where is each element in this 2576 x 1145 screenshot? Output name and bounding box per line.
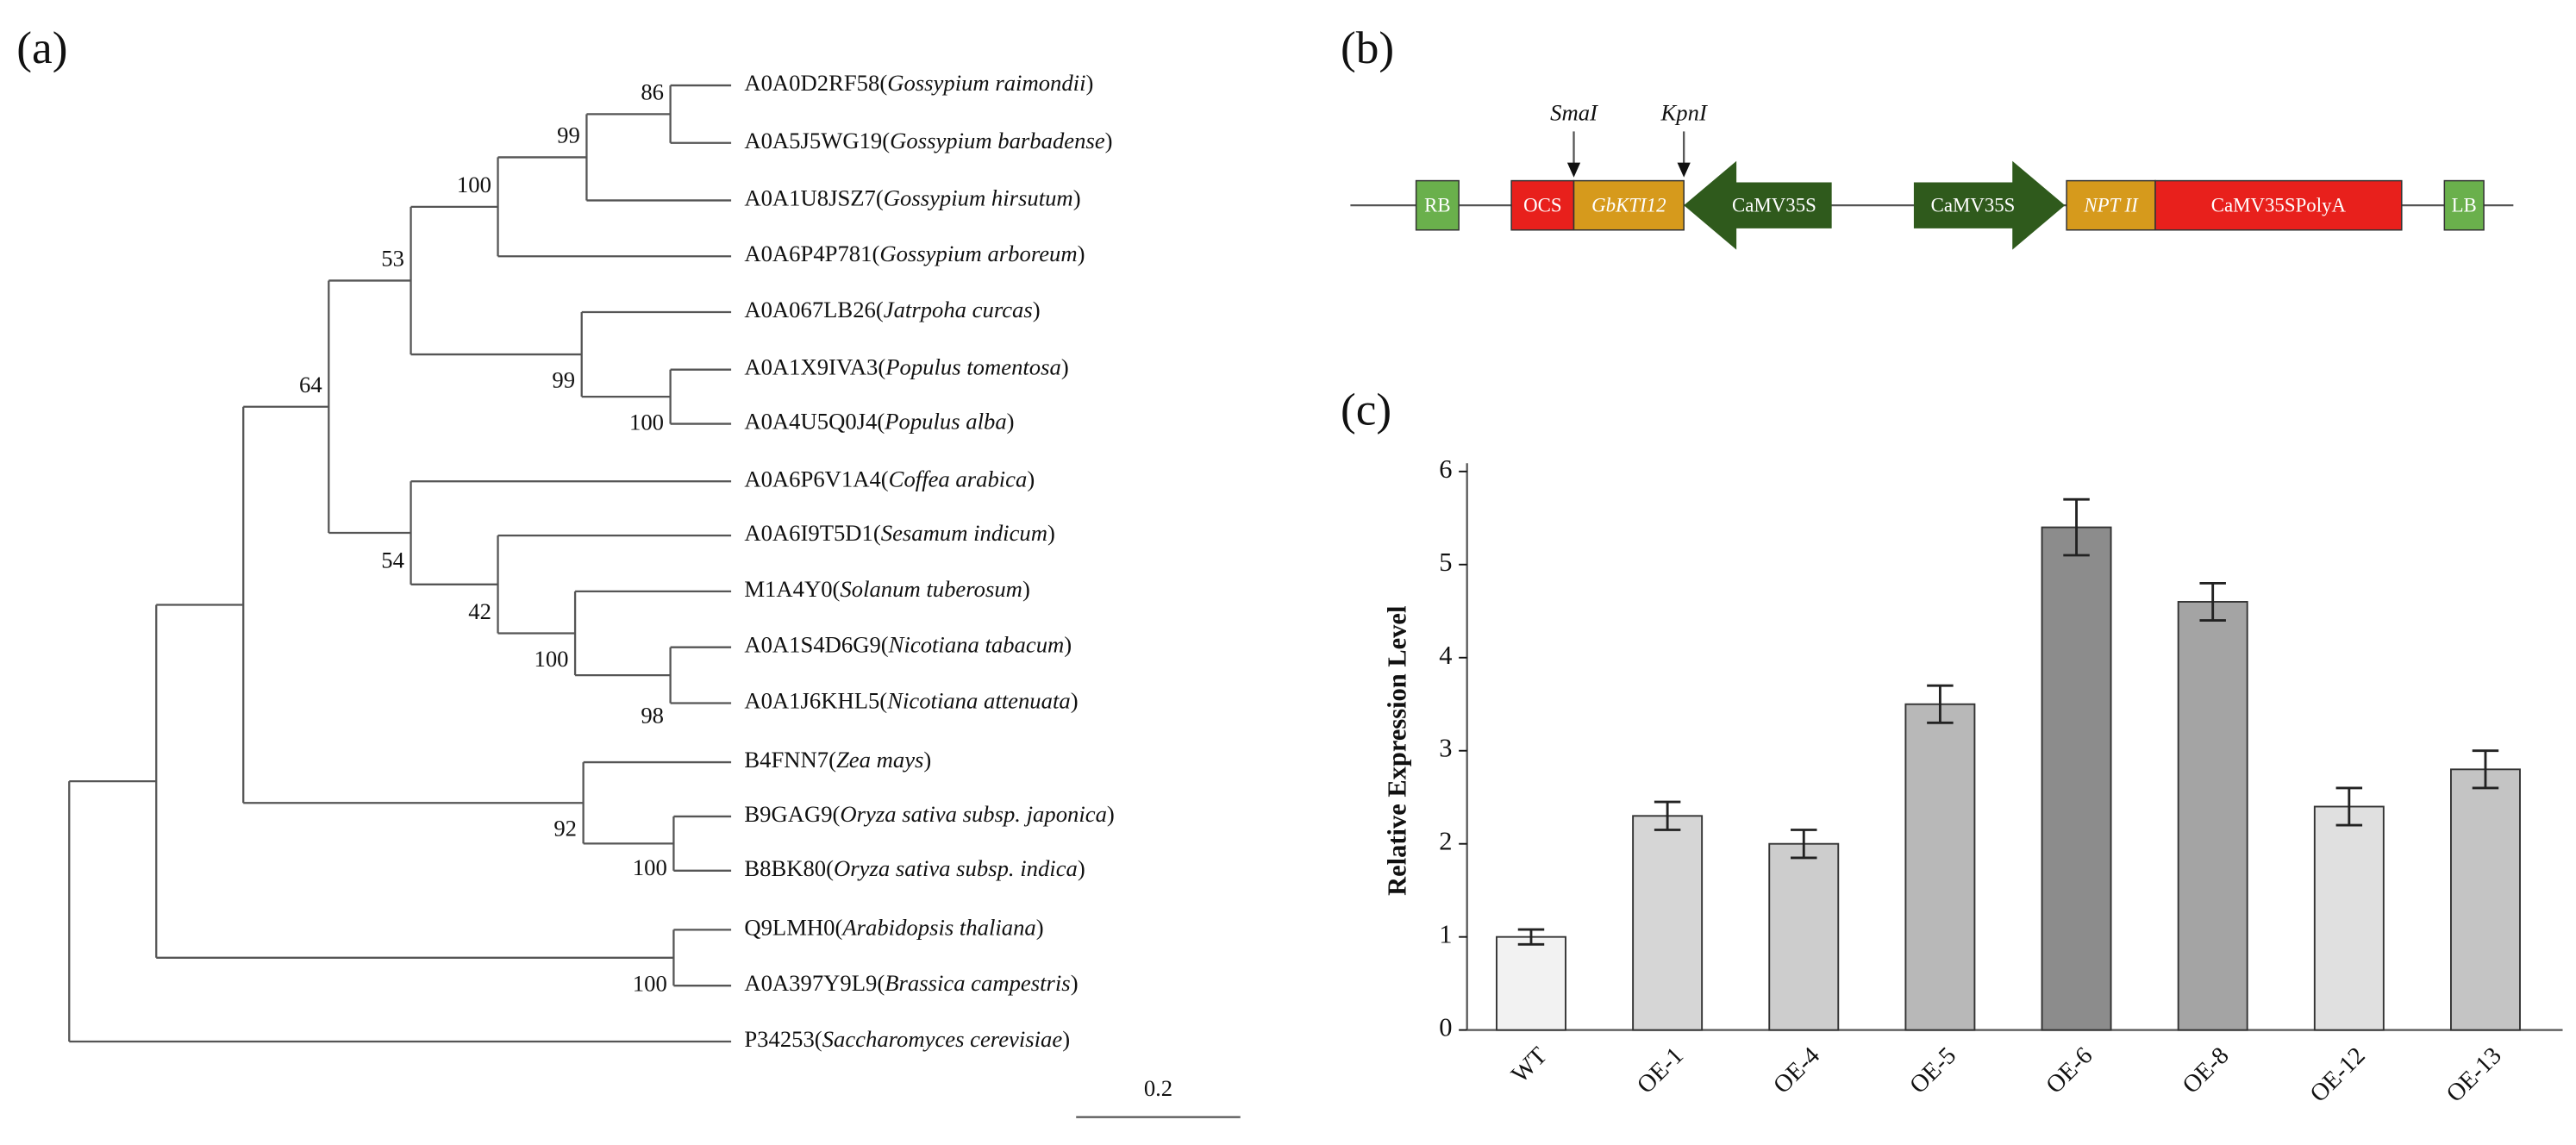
leaf-label: A0A1X9IVA3(Populus tomentosa) [744,354,1068,380]
y-axis-label: Relative Expression Level [1383,606,1412,896]
element-label: CaMV35SPolyA [2211,194,2347,216]
x-tick-label: OE-1 [1632,1042,1689,1099]
x-tick-label: OE-4 [1768,1042,1825,1099]
leaf-label: A0A397Y9L9(Brassica campestris) [744,970,1078,996]
bootstrap-value: 100 [633,970,667,996]
construct-box [1510,179,1575,231]
element-label: RB [1424,194,1451,216]
panel-label: (a) [16,22,67,73]
panel-label: (b) [1341,22,1394,73]
element-label: NPT II [2083,194,2139,216]
bootstrap-value: 99 [557,122,580,148]
x-tick-label: OE-13 [2442,1042,2507,1108]
construct-box [1415,179,1460,231]
leaf-label: A0A1U8JSZ7(Gossypium hirsutum) [744,185,1080,211]
element-label: LB [2452,194,2477,216]
y-tick-label: 2 [1439,827,1452,856]
element-label: OCS [1523,194,1561,216]
bootstrap-value: 98 [641,703,664,729]
bootstrap-value: 100 [534,646,568,672]
bar [1768,842,1840,1031]
bootstrap-value: 54 [381,547,404,572]
leaf-label: B4FNN7(Zea mays) [744,747,931,773]
bootstrap-value: 86 [641,79,664,105]
leaf-label: A0A4U5Q0J4(Populus alba) [744,409,1014,435]
bootstrap-value: 64 [299,372,322,397]
site-label: SmaI [1550,99,1598,125]
construct-box [2443,179,2485,231]
site-arrowhead [1566,162,1581,178]
element-label: CaMV35S [1931,194,2016,216]
construct-box [1572,179,1685,231]
leaf-label: A0A0D2RF58(Gossypium raimondii) [744,70,1093,96]
bar [1496,935,1566,1031]
promoter-arrow [1913,160,2066,250]
bar [1632,815,1704,1031]
leaf-label: A0A1J6KHL5(Nicotiana attenuata) [744,688,1078,714]
leaf-label: A0A6P6V1A4(Coffea arabica) [744,466,1035,491]
panel-label: (c) [1341,383,1391,435]
promoter-arrow [1684,160,1832,250]
construct-box [2154,179,2403,231]
site-arrowhead [1677,162,1691,178]
bootstrap-value: 99 [552,367,575,393]
bar [2041,526,2112,1031]
element-label: CaMV35S [1732,194,1816,216]
leaf-label: B8BK80(Oryza sativa subsp. indica) [744,855,1085,881]
bar [2313,805,2385,1031]
y-tick-label: 4 [1439,641,1452,670]
leaf-label: A0A1S4D6G9(Nicotiana tabacum) [744,632,1072,658]
x-tick-label: OE-5 [1905,1042,1962,1099]
y-tick-label: 6 [1439,454,1452,484]
bootstrap-value: 42 [468,598,491,624]
x-tick-label: OE-8 [2178,1042,2235,1099]
site-label: KpnI [1660,99,1708,125]
bar [1904,703,1976,1031]
bootstrap-value: 100 [457,172,491,197]
leaf-label: Q9LMH0(Arabidopsis thaliana) [744,915,1043,941]
leaf-label: P34253(Saccharomyces cerevisiae) [744,1026,1070,1052]
bar [2177,601,2248,1031]
x-tick-label: WT [1506,1042,1552,1088]
bootstrap-value: 53 [381,246,404,272]
y-tick-label: 0 [1439,1013,1452,1042]
y-tick-label: 5 [1439,547,1452,577]
leaf-label: B9GAG9(Oryza sativa subsp. japonica) [744,801,1114,827]
bootstrap-value: 100 [629,410,664,435]
leaf-label: A0A6I9T5D1(Sesamum indicum) [744,520,1055,546]
leaf-label: A0A067LB26(Jatrpoha curcas) [744,297,1040,322]
x-tick-label: OE-12 [2305,1042,2371,1108]
bar [2450,768,2521,1031]
x-tick-label: OE-6 [2041,1042,2098,1099]
bootstrap-value: 92 [553,816,577,842]
y-tick-label: 3 [1439,734,1452,763]
leaf-label: A0A6P4P781(Gossypium arboreum) [744,241,1085,266]
construct-box [2066,179,2156,231]
bootstrap-value: 100 [633,854,667,880]
leaf-label: A0A5J5WG19(Gossypium barbadense) [744,128,1112,153]
scale-label: 0.2 [1144,1075,1172,1101]
leaf-label: M1A4Y0(Solanum tuberosum) [744,576,1030,602]
element-label: GbKTI12 [1591,194,1666,216]
y-tick-label: 1 [1439,920,1452,949]
